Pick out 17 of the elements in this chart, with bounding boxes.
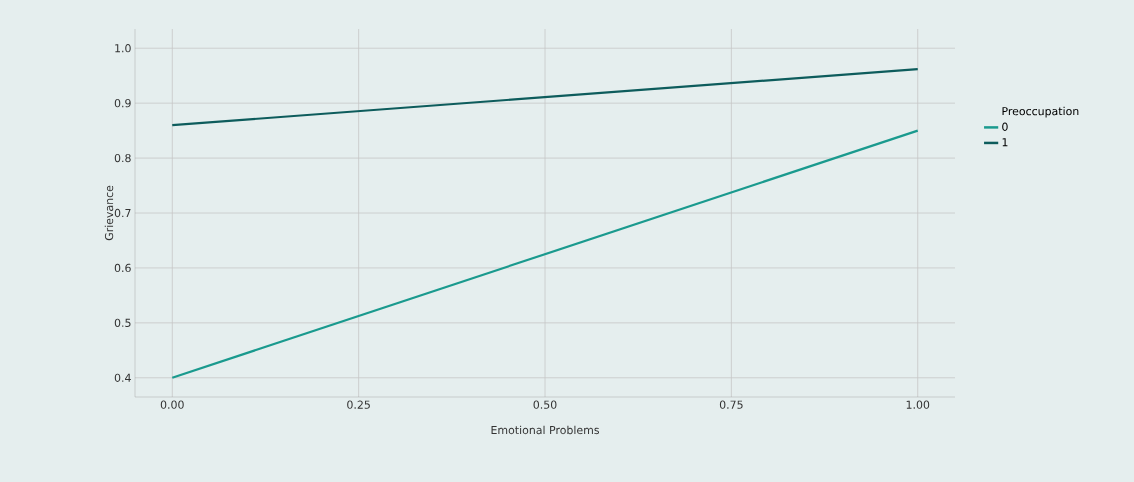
y-tick-label: 0.5	[114, 318, 131, 327]
legend-label: 1	[1002, 138, 1008, 147]
y-tick-label: 0.7	[114, 208, 131, 218]
x-tick-label: 0.00	[160, 400, 184, 409]
x-axis-title: Emotional Problems	[491, 425, 600, 435]
y-tick-label: 0.9	[114, 99, 131, 108]
y-tick-label: 0.8	[114, 153, 131, 163]
legend-label: 0	[1002, 122, 1008, 131]
x-tick-label: 0.50	[533, 400, 557, 409]
legend-title: Preoccupation	[1002, 106, 1079, 118]
x-tick-label: 0.75	[719, 400, 743, 409]
y-tick-label: 0.6	[114, 263, 131, 273]
y-tick-label: 0.4	[114, 373, 131, 382]
x-tick-label: 1.00	[906, 400, 930, 409]
y-tick-label: 1.0	[115, 44, 131, 53]
y-axis-title: Grievance	[104, 185, 114, 241]
x-tick-label: 0.25	[347, 400, 370, 409]
